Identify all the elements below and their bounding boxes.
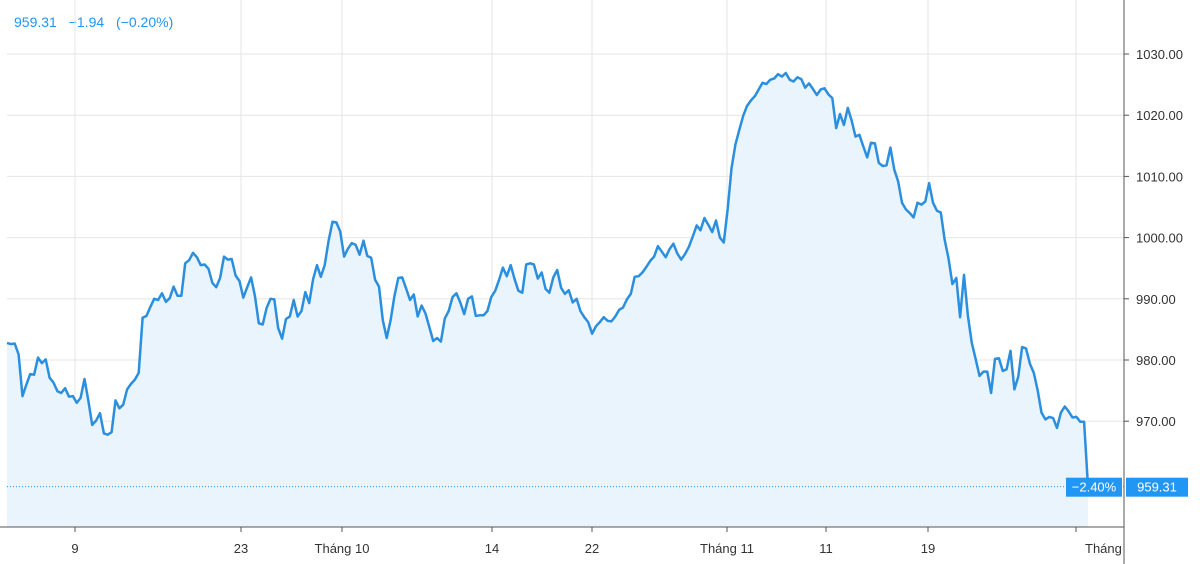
last-price: 959.31 (14, 14, 57, 30)
x-tick-label: 23 (234, 541, 248, 556)
x-tick-label: Tháng 11 (700, 541, 754, 556)
last-value-badge: 959.31 (1126, 477, 1188, 497)
price-line (6, 71, 1090, 487)
x-tick-label: 19 (921, 541, 935, 556)
y-tick-label: 990.00 (1136, 292, 1176, 307)
price-header: 959.31 −1.94 (−0.20%) (14, 14, 181, 30)
change-badge-label: −2.40% (1072, 480, 1117, 495)
price-change-percent: (−0.20%) (116, 14, 174, 30)
y-tick-label: 1000.00 (1136, 231, 1183, 246)
y-tick-label: 980.00 (1136, 353, 1176, 368)
last-value-badge-background (1126, 477, 1188, 497)
x-tick-label: Tháng 10 (315, 541, 370, 556)
price-change: −1.94 (68, 14, 105, 30)
y-tick-label: 970.00 (1136, 414, 1176, 429)
change-badge: −2.40% (1066, 477, 1122, 497)
x-tick-label: Tháng Mười ha (1085, 541, 1175, 556)
x-tick-label: 9 (71, 541, 78, 556)
last-value-badge-label: 959.31 (1137, 480, 1177, 495)
y-tick-label: 1030.00 (1136, 47, 1183, 62)
y-tick-label: 1010.00 (1136, 169, 1183, 184)
y-tick-label: 1020.00 (1136, 108, 1183, 123)
y-axis-tick-labels: 1030.00 1020.00 1010.00 1000.00 990.00 980.00… (1136, 47, 1183, 429)
price-area-fill (7, 73, 1088, 527)
x-tick-label: 11 (819, 541, 833, 556)
x-tick-label: 22 (585, 541, 599, 556)
axes (0, 0, 1129, 564)
x-tick-label: 14 (485, 541, 499, 556)
change-badge-background (1066, 477, 1122, 497)
x-axis-tick-labels: 9 23 Tháng 10 14 22 Tháng 11 11 19 Tháng Mười ha (71, 541, 1175, 556)
